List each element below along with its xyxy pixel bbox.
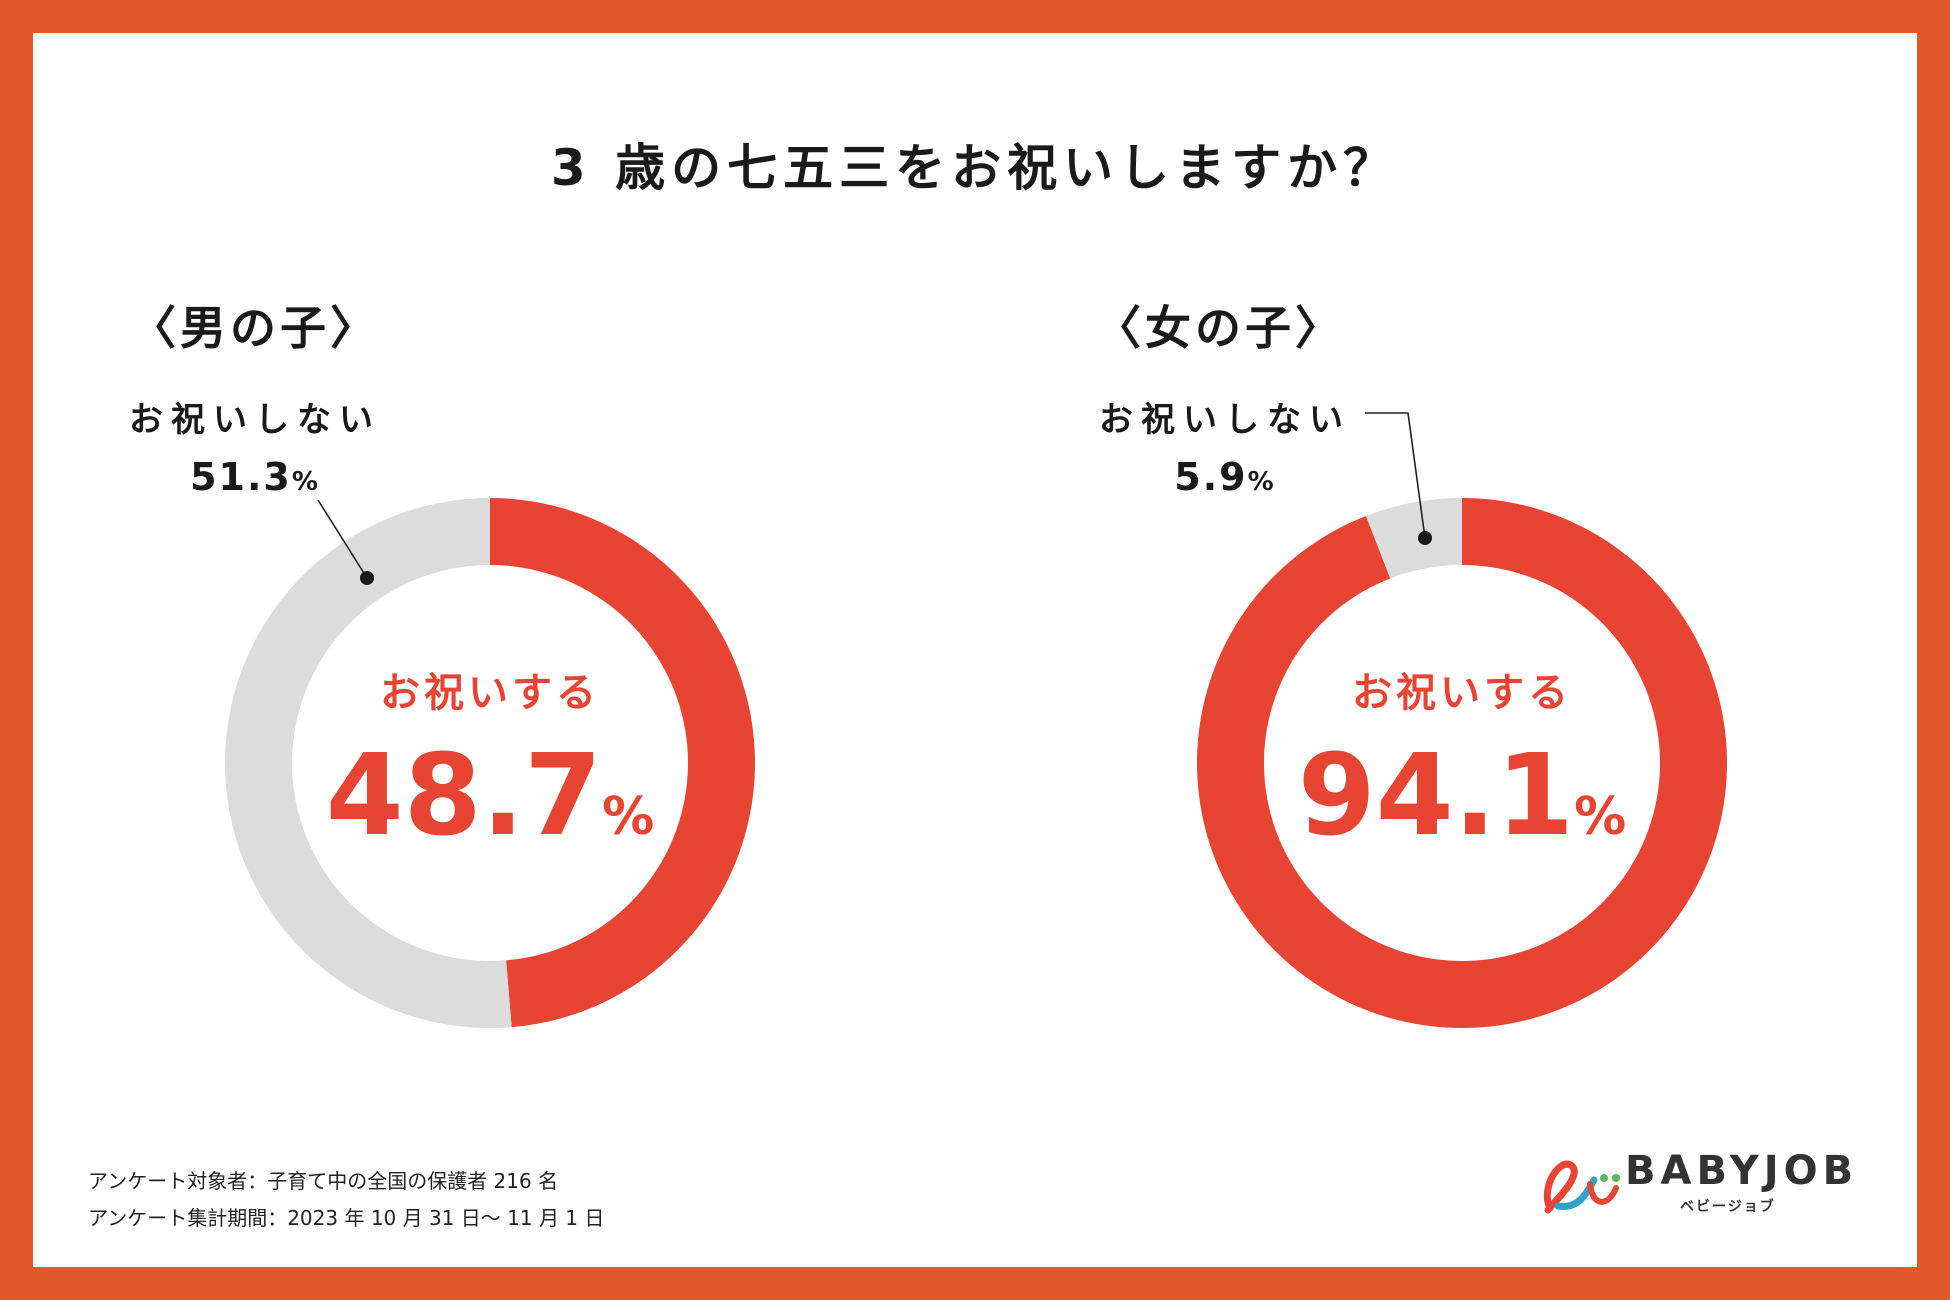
center-category-boy: お祝いする: [380, 670, 600, 716]
logo-text: BABYJOB: [1625, 1148, 1859, 1194]
leader-line-boy: [317, 499, 368, 579]
slice-girl-not-celebrate: [1365, 498, 1462, 579]
slice-boy-celebrate: [490, 498, 756, 1028]
callout-label-boy: お祝いしない: [129, 400, 381, 440]
center-label-boy: お祝いする 48.7%: [290, 660, 690, 852]
group-label-boy: 〈男の子〉: [130, 301, 380, 355]
callout-unit-girl: %: [1247, 467, 1276, 497]
leader-dot-boy: [360, 571, 374, 585]
leader-dot-girl: [1418, 531, 1432, 545]
babyjob-logo-icon: [1543, 1160, 1620, 1214]
footnote-period: アンケート集計期間：2023 年 10 月 31 日〜 11 月 1 日: [88, 1206, 605, 1230]
center-value-girl: 94.1%: [1262, 740, 1662, 852]
center-unit-girl: %: [1574, 787, 1627, 847]
callout-number-girl: 5.9: [1174, 455, 1248, 499]
chart-title: 3 歳の七五三をお祝いしますか？: [550, 139, 1400, 197]
callout-number-boy: 51.3: [190, 455, 292, 499]
callout-boy: お祝いしない 51.3%: [120, 392, 390, 499]
callout-unit-boy: %: [291, 467, 320, 497]
center-value-boy: 48.7%: [290, 740, 690, 852]
callout-label-girl: お祝いしない: [1099, 400, 1351, 440]
footnote-target: アンケート対象者：子育て中の全国の保護者 216 名: [88, 1169, 559, 1193]
callout-girl: お祝いしない 5.9%: [1090, 392, 1360, 499]
center-number-boy: 48.7: [325, 731, 603, 861]
leader-line-girl: [1365, 412, 1426, 539]
callout-value-girl: 5.9%: [1090, 455, 1360, 499]
logo-subtext: ベビージョブ: [1680, 1199, 1776, 1215]
slice-boy-not-celebrate: [225, 498, 512, 1028]
center-category-girl: お祝いする: [1352, 670, 1572, 716]
center-unit-boy: %: [602, 787, 655, 847]
white-panel: [33, 33, 1917, 1267]
callout-value-boy: 51.3%: [120, 455, 390, 499]
center-number-girl: 94.1: [1297, 731, 1575, 861]
group-label-girl: 〈女の子〉: [1095, 301, 1345, 355]
center-label-girl: お祝いする 94.1%: [1262, 660, 1662, 852]
